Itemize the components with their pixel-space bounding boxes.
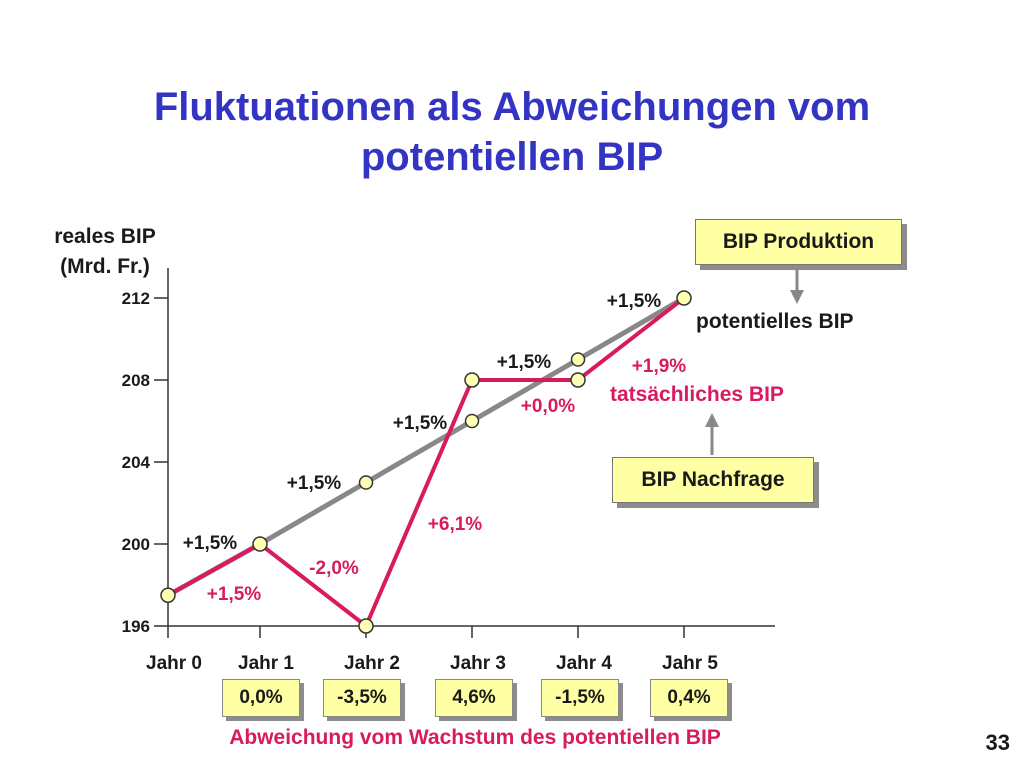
potential-growth-label: +1,5% bbox=[287, 473, 342, 494]
y-tick-label: 196 bbox=[122, 617, 150, 636]
potential-gdp-point bbox=[570, 352, 586, 367]
title-line-2: potentiellen BIP bbox=[360, 135, 664, 179]
potential-growth-label: +1,5% bbox=[183, 533, 238, 554]
callout-supply-box: BIP Produktion bbox=[695, 219, 902, 265]
deviation-box-4: -1,5% bbox=[541, 679, 619, 717]
actual-growth-label: +6,1% bbox=[428, 514, 483, 535]
demand-arrow-head bbox=[705, 413, 719, 427]
actual-gdp-point bbox=[358, 618, 374, 634]
actual-gdp-line bbox=[167, 296, 686, 628]
actual-growth-label: +1,9% bbox=[632, 356, 687, 377]
potential-growth-label: +1,5% bbox=[497, 352, 552, 373]
potential-growth-label: +1,5% bbox=[607, 291, 662, 312]
deviation-box-1: 0,0% bbox=[222, 679, 300, 717]
chart-axes: 196 200 204 208 212 Jahr 0 Jahr 1 Jahr 2 Jahr 3 J… bbox=[122, 268, 775, 674]
y-axis-label-line-2: (Mrd. Fr.) bbox=[60, 255, 150, 278]
y-tick-label: 204 bbox=[122, 453, 151, 472]
potential-gdp-point bbox=[358, 475, 374, 490]
x-tick-label: Jahr 4 bbox=[556, 653, 612, 674]
legend-potential-label: potentielles BIP bbox=[696, 310, 854, 333]
actual-gdp-point bbox=[252, 536, 268, 552]
y-axis-label-line-1: reales BIP bbox=[54, 225, 156, 248]
y-tick-label: 200 bbox=[122, 535, 150, 554]
slide-title: Fluktuationen als Abweichungen vom poten… bbox=[0, 82, 1024, 182]
actual-growth-label: +1,5% bbox=[207, 584, 262, 605]
x-tick-label: Jahr 2 bbox=[344, 653, 400, 674]
legend-actual-label: tatsächliches BIP bbox=[610, 383, 784, 406]
x-tick-label: Jahr 3 bbox=[450, 653, 506, 674]
actual-growth-label: +0,0% bbox=[521, 396, 576, 417]
x-tick-label: Jahr 5 bbox=[662, 653, 718, 674]
actual-gdp-point bbox=[464, 372, 480, 388]
chart-labels: +1,5% +1,5% +1,5% +1,5% +1,5% +1,5% -2,0% +6,1%… bbox=[183, 291, 687, 605]
title-line-1: Fluktuationen als Abweichungen vom bbox=[153, 85, 871, 129]
potential-gdp-point bbox=[464, 413, 480, 429]
deviation-box-5: 0,4% bbox=[650, 679, 728, 717]
page-number: 33 bbox=[985, 730, 1010, 755]
potential-growth-label: +1,5% bbox=[393, 413, 448, 434]
actual-growth-label: -2,0% bbox=[309, 558, 359, 579]
y-axis-label: reales BIP (Mrd. Fr.) bbox=[30, 222, 180, 282]
callout-arrows bbox=[705, 268, 804, 455]
actual-gdp-point bbox=[570, 372, 586, 388]
chart-points bbox=[160, 290, 692, 634]
actual-gdp-point bbox=[160, 587, 176, 603]
x-tick-label: Jahr 0 bbox=[146, 653, 202, 674]
callout-demand-box: BIP Nachfrage bbox=[612, 457, 814, 503]
y-tick-label: 208 bbox=[122, 371, 150, 390]
deviation-box-3: 4,6% bbox=[435, 679, 513, 717]
deviation-title: Abweichung vom Wachstum des potentiellen… bbox=[229, 726, 721, 749]
supply-arrow-head bbox=[790, 290, 804, 304]
y-tick-label: 212 bbox=[122, 289, 150, 308]
chart-lines bbox=[166, 295, 686, 628]
deviation-box-2: -3,5% bbox=[323, 679, 401, 717]
actual-gdp-point bbox=[676, 290, 692, 306]
x-tick-label: Jahr 1 bbox=[238, 653, 294, 674]
